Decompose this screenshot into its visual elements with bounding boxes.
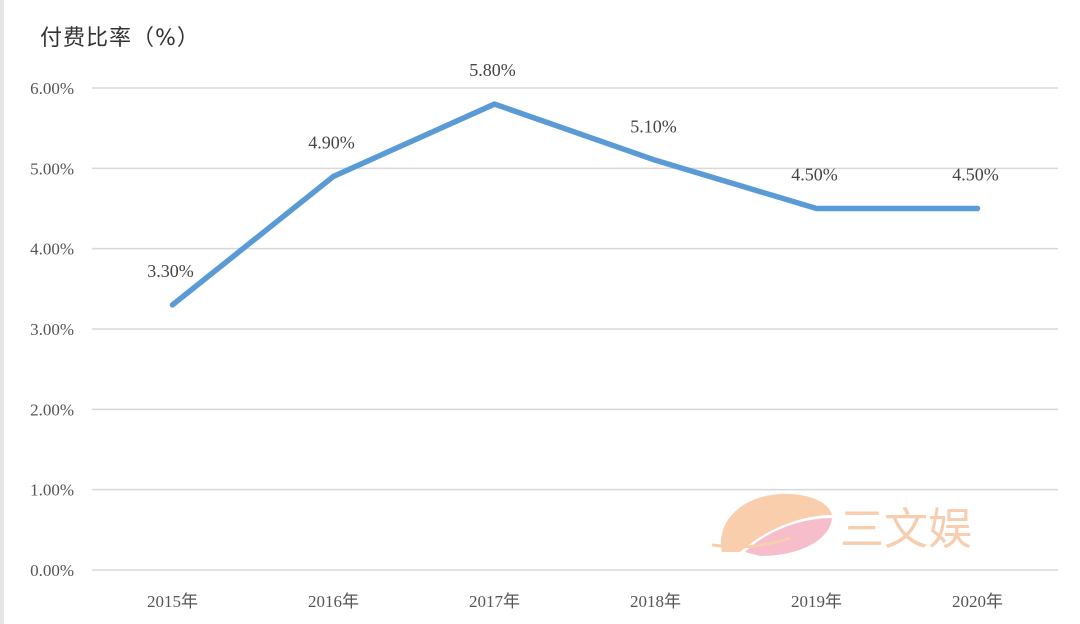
y-axis-ticks: 0.00% 1.00% 2.00% 3.00% 4.00% 5.00% 6.00% xyxy=(30,79,74,580)
y-tick-label: 1.00% xyxy=(30,481,74,500)
x-tick-label: 2017年 xyxy=(469,592,520,611)
left-edge-divider xyxy=(0,0,4,624)
data-label: 5.80% xyxy=(469,60,516,80)
data-labels: 3.30% 4.90% 5.80% 5.10% 4.50% 4.50% xyxy=(147,60,999,281)
data-label: 3.30% xyxy=(147,261,194,281)
data-label: 5.10% xyxy=(630,116,677,136)
x-tick-label: 2019年 xyxy=(791,592,842,611)
y-tick-label: 5.00% xyxy=(30,159,74,178)
x-tick-label: 2016年 xyxy=(308,592,359,611)
chart-title: 付费比率（%） xyxy=(40,26,200,51)
gridlines xyxy=(92,87,1058,571)
data-label: 4.50% xyxy=(952,165,999,185)
y-tick-label: 3.00% xyxy=(30,320,74,339)
x-tick-label: 2018年 xyxy=(630,592,681,611)
series-line xyxy=(169,101,981,308)
watermark-text: 三文娱 xyxy=(840,504,972,555)
y-tick-label: 2.00% xyxy=(30,400,74,419)
x-axis-ticks: 2015年 2016年 2017年 2018年 2019年 2020年 xyxy=(147,592,1003,611)
fan-leaf-logo-icon xyxy=(711,493,832,556)
data-label: 4.50% xyxy=(791,165,838,185)
data-label: 4.90% xyxy=(308,132,355,152)
x-tick-label: 2020年 xyxy=(952,592,1003,611)
x-tick-label: 2015年 xyxy=(147,592,198,611)
watermark: 三文娱 xyxy=(711,493,972,556)
y-tick-label: 6.00% xyxy=(30,79,74,98)
y-tick-label: 0.00% xyxy=(30,561,74,580)
y-tick-label: 4.00% xyxy=(30,240,74,259)
